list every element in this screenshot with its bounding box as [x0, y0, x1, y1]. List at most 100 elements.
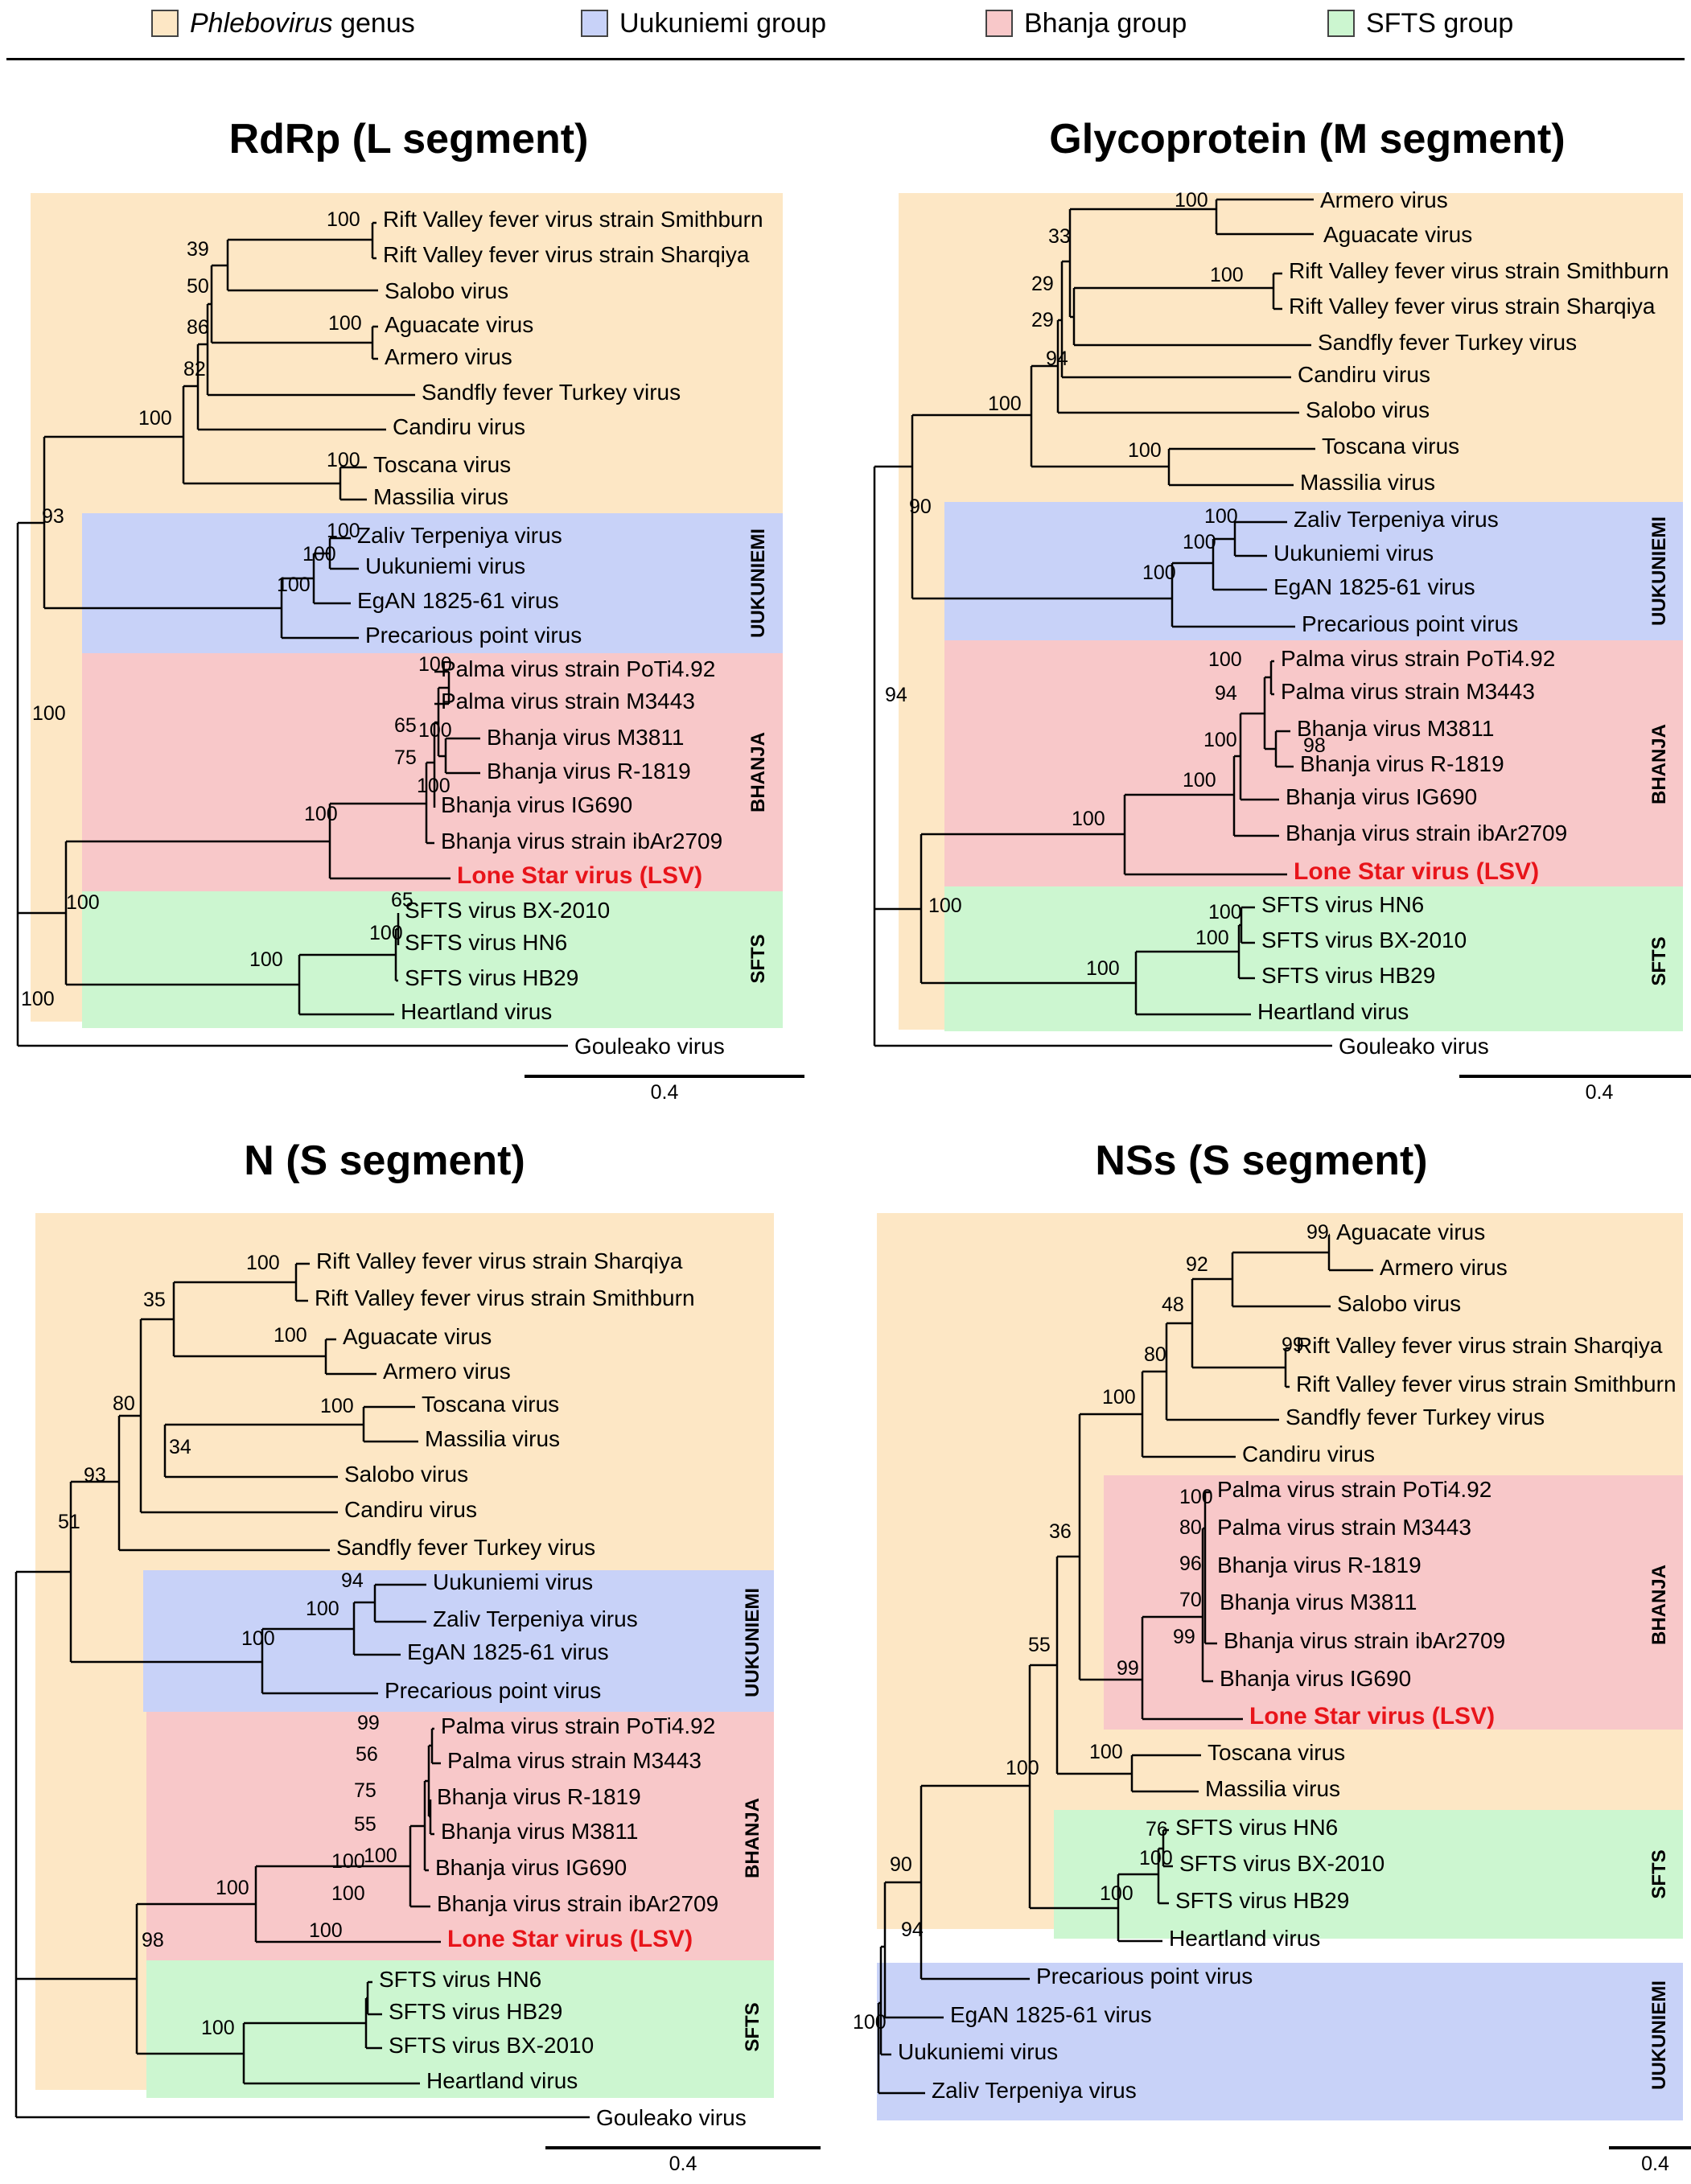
leaf-label: Massilia virus [1300, 470, 1435, 495]
legend-label-bhanja: Bhanja group [1024, 7, 1187, 39]
bootstrap-value: 75 [394, 747, 417, 769]
legend-item-uukuniemi: Uukuniemi group [581, 5, 826, 42]
leaf-label: Aguacate virus [385, 312, 533, 337]
leaf-label: Bhanja virus M3811 [441, 1819, 638, 1844]
legend-swatch-uukuniemi [581, 10, 608, 37]
group-box-bhanja [82, 653, 783, 891]
leaf-label: Bhanja virus IG690 [441, 792, 632, 817]
leaf-label: Rift Valley fever virus strain Sharqiya [1296, 1333, 1663, 1358]
bootstrap-value: 80 [1179, 1516, 1202, 1539]
bootstrap-value: 33 [1048, 225, 1071, 248]
bootstrap-value: 100 [249, 948, 283, 971]
leaf-label: SFTS virus HN6 [1261, 892, 1424, 917]
leaf-label: Precarious point virus [1302, 611, 1518, 636]
bootstrap-value: 100 [241, 1627, 275, 1650]
leaf-label: Uukuniemi virus [1273, 541, 1434, 566]
leaf-label: Candiru virus [393, 414, 525, 439]
bootstrap-value: 93 [84, 1464, 106, 1487]
group-label-sfts: SFTS [1648, 1849, 1670, 1898]
leaf-label: Lone Star virus (LSV) [447, 1926, 693, 1952]
legend-item-phlebo: Phlebovirus genus [151, 5, 415, 42]
leaf-label: SFTS virus BX-2010 [405, 898, 610, 923]
leaf-label: Palma virus strain PoTi4.92 [1281, 646, 1555, 671]
group-box-uukuniemi [877, 1963, 1683, 2120]
group-box-sfts [146, 1960, 774, 2098]
legend-divider [6, 58, 1685, 60]
bootstrap-value: 94 [885, 684, 907, 706]
leaf-label: Bhanja virus R-1819 [1300, 751, 1504, 776]
leaf-label: Precarious point virus [385, 1678, 601, 1703]
bootstrap-value: 82 [183, 358, 206, 380]
bootstrap-value: 100 [331, 1882, 365, 1905]
group-label-sfts: SFTS [1648, 936, 1670, 985]
bootstrap-value: 100 [369, 922, 403, 944]
leaf-label: Uukuniemi virus [365, 553, 525, 578]
group-box-uukuniemi [143, 1570, 774, 1712]
panel-title: NSs (S segment) [1095, 1137, 1427, 1184]
leaf-label: Bhanja virus strain ibAr2709 [441, 829, 722, 853]
leaf-label: Salobo virus [1337, 1291, 1461, 1316]
leaf-label: Toscana virus [422, 1392, 559, 1417]
bootstrap-value: 100 [1086, 957, 1120, 980]
bootstrap-value: 94 [341, 1569, 364, 1592]
leaf-label: Armero virus [385, 344, 512, 369]
legend-swatch-sfts [1327, 10, 1355, 37]
bootstrap-value: 29 [1031, 309, 1054, 331]
bootstrap-value: 100 [853, 2011, 887, 2034]
leaf-label: Heartland virus [426, 2068, 578, 2093]
leaf-label: Palma virus strain M3443 [1217, 1515, 1471, 1540]
leaf-label: Rift Valley fever virus strain Sharqiya [316, 1248, 683, 1273]
bootstrap-value: 65 [391, 889, 413, 911]
bootstrap-value: 50 [187, 275, 209, 298]
bootstrap-value: 100 [309, 1919, 343, 1942]
bootstrap-value: 56 [356, 1743, 378, 1766]
leaf-label: Armero virus [1380, 1255, 1508, 1280]
bootstrap-value: 100 [1128, 439, 1162, 462]
bootstrap-value: 29 [1031, 273, 1054, 295]
bootstrap-value: 99 [1282, 1334, 1304, 1356]
legend-label-sfts: SFTS group [1366, 7, 1514, 39]
leaf-label: Aguacate virus [1323, 222, 1472, 247]
leaf-label: SFTS virus BX-2010 [1179, 1851, 1384, 1876]
bootstrap-value: 100 [306, 1598, 339, 1620]
leaf-label: Sandfly fever Turkey virus [1286, 1405, 1545, 1429]
legend-label-phlebo: Phlebovirus genus [190, 7, 415, 39]
bootstrap-value: 75 [354, 1779, 376, 1802]
leaf-label: Lone Star virus (LSV) [457, 862, 702, 889]
panel-glycoprotein-tree: Glycoprotein (M segment) UUKUNIEMI BHANJA S… [873, 116, 1691, 1104]
leaf-label: Bhanja virus M3811 [1297, 716, 1494, 741]
leaf-label: SFTS virus HB29 [1175, 1888, 1349, 1913]
bootstrap-value: 100 [1183, 531, 1216, 553]
leaf-label: Armero virus [1320, 187, 1448, 212]
bootstrap-value: 100 [327, 449, 360, 471]
leaf-label: Uukuniemi virus [433, 1569, 593, 1594]
group-label-bhanja: BHANJA [742, 1798, 763, 1878]
leaf-label: Precarious point virus [1036, 1964, 1253, 1989]
bootstrap-value: 100 [327, 208, 360, 231]
bootstrap-value: 100 [988, 393, 1022, 415]
bootstrap-value: 36 [1049, 1520, 1072, 1543]
bootstrap-value: 100 [417, 775, 451, 797]
bootstrap-value: 100 [1100, 1882, 1134, 1905]
bootstrap-value: 100 [246, 1252, 280, 1274]
leaf-label: Rift Valley fever virus strain Sharqiya [383, 242, 750, 267]
bootstrap-value: 100 [138, 407, 172, 430]
bootstrap-value: 39 [187, 238, 209, 261]
leaf-label: Bhanja virus R-1819 [1217, 1553, 1422, 1577]
leaf-label: Heartland virus [1257, 999, 1409, 1024]
bootstrap-value: 35 [143, 1289, 166, 1311]
leaf-label: Gouleako virus [596, 2105, 747, 2130]
bootstrap-value: 100 [1210, 264, 1244, 286]
bootstrap-value: 100 [320, 1395, 354, 1417]
leaf-label: EgAN 1825-61 virus [950, 2002, 1152, 2027]
leaf-label: Bhanja virus strain ibAr2709 [437, 1891, 718, 1916]
leaf-label: SFTS virus HN6 [379, 1967, 541, 1992]
leaf-label: Zaliv Terpeniya virus [433, 1606, 638, 1631]
leaf-label: SFTS virus HB29 [389, 1999, 562, 2024]
bootstrap-value: 100 [1072, 808, 1105, 830]
bootstrap-value: 100 [418, 719, 452, 742]
bootstrap-value: 100 [1208, 901, 1242, 923]
bootstrap-value: 100 [1203, 729, 1237, 751]
leaf-label: Gouleako virus [574, 1034, 725, 1059]
leaf-label: Massilia virus [373, 484, 508, 509]
